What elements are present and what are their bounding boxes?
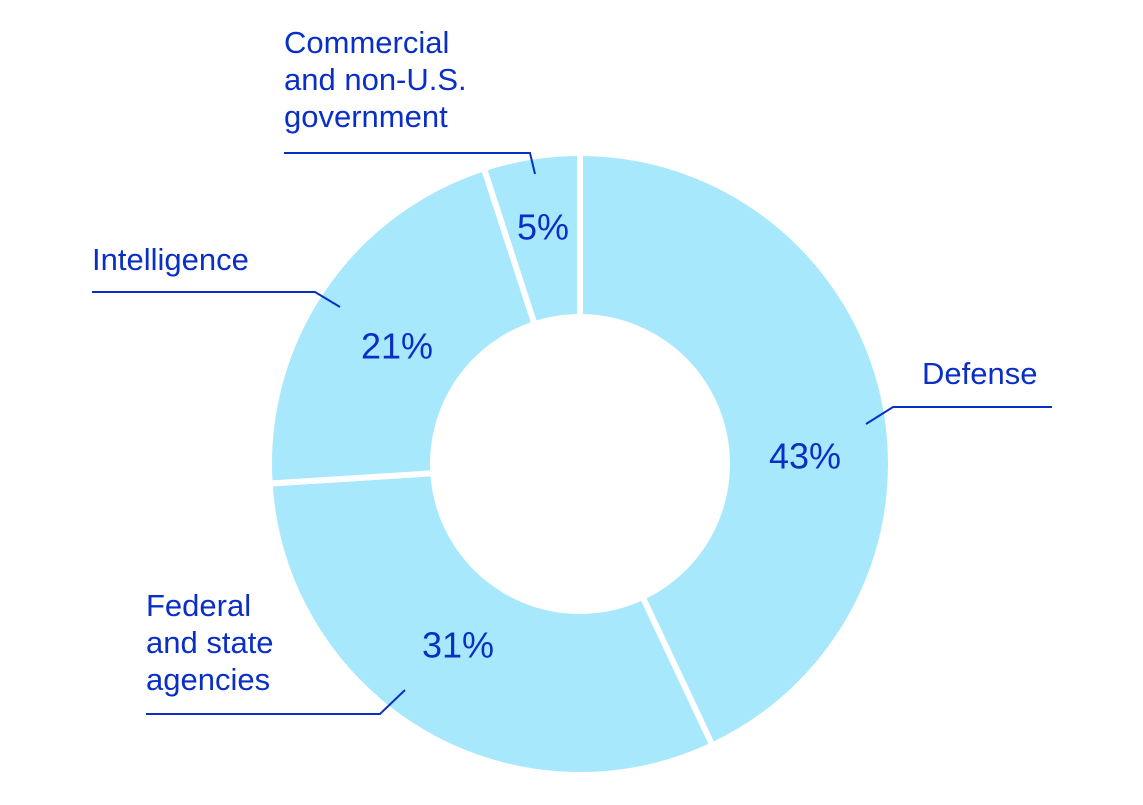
category-label-federal-and-state-agencies: Federal and state agencies xyxy=(146,588,274,697)
category-label-line: Defense xyxy=(922,356,1037,391)
category-label-commercial-and-non-u-s-government: Commercial and non-U.S. government xyxy=(284,25,467,134)
value-label-federal-and-state-agencies: 31% xyxy=(422,625,494,666)
value-label-commercial-and-non-u-s-government: 5% xyxy=(517,207,569,248)
category-label-line: and non-U.S. xyxy=(284,62,467,97)
leader-line-federal-and-state-agencies xyxy=(146,689,406,715)
leader-line-defense xyxy=(865,406,1052,425)
category-label-line: agencies xyxy=(146,662,270,697)
category-labels: Defense Federal and state agencies Intellige… xyxy=(92,25,1037,697)
leader-line-intelligence xyxy=(92,291,341,308)
slice-defense xyxy=(577,149,894,750)
leader-line-commercial-and-non-u-s-government xyxy=(284,152,536,175)
category-label-line: Commercial xyxy=(284,25,449,60)
value-label-defense: 43% xyxy=(769,436,841,477)
leader-lines xyxy=(92,152,1052,715)
value-labels: 43% 31% 21% 5% xyxy=(361,207,841,666)
slice-intelligence xyxy=(266,164,539,487)
donut-slices xyxy=(266,149,894,778)
value-label-intelligence: 21% xyxy=(361,326,433,367)
category-label-defense: Defense xyxy=(922,356,1037,391)
category-label-intelligence: Intelligence xyxy=(92,242,249,277)
category-label-line: Federal xyxy=(146,588,251,623)
slice-commercial-and-non-u-s-government xyxy=(480,149,583,328)
slice-federal-and-state-agencies xyxy=(266,470,717,778)
category-label-line: Intelligence xyxy=(92,242,249,277)
category-label-line: government xyxy=(284,99,448,134)
category-label-line: and state xyxy=(146,625,274,660)
